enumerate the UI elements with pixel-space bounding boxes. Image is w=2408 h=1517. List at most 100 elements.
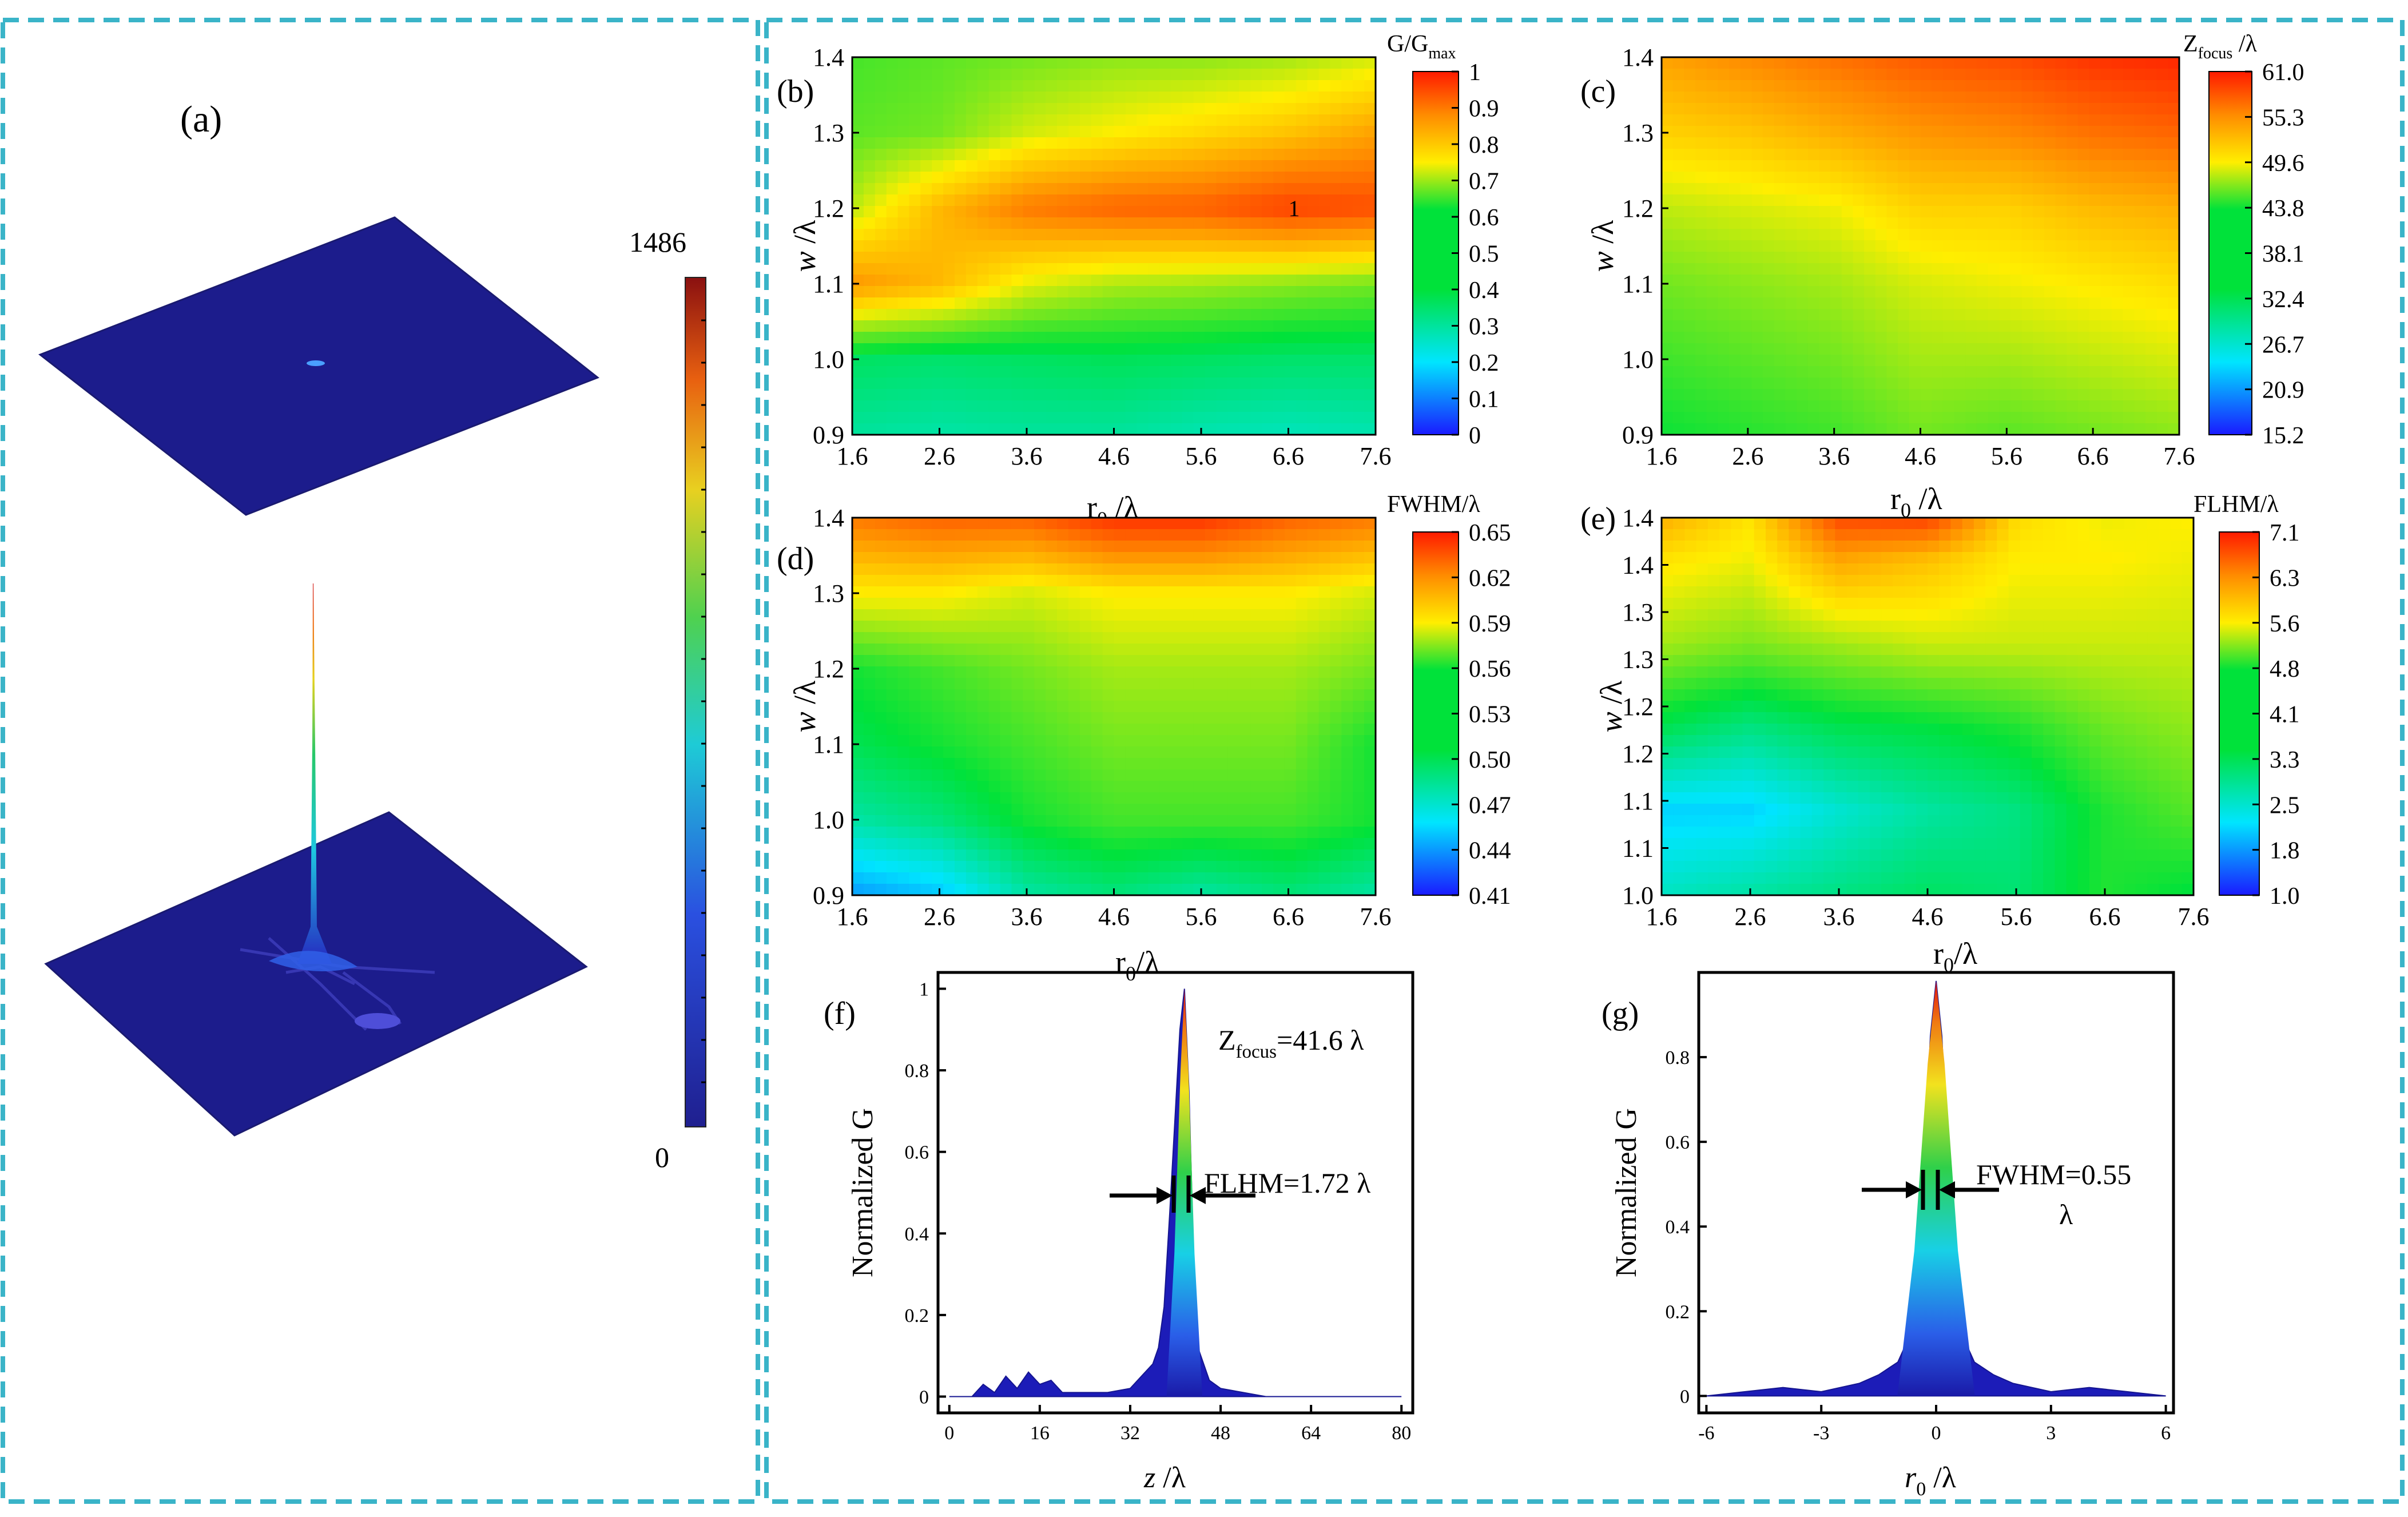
heatmap-cell — [1965, 320, 1977, 332]
heatmap-cell — [1853, 137, 1865, 149]
heatmap-cell — [875, 194, 887, 206]
heatmap-cell — [2044, 423, 2056, 435]
heatmap-cell — [1330, 575, 1342, 587]
heatmap-cell — [1909, 320, 1921, 332]
heatmap-cell — [1353, 872, 1365, 884]
heatmap-cell — [1000, 80, 1012, 92]
heatmap-cell — [2181, 529, 2194, 541]
heatmap-cell — [1807, 252, 1820, 264]
heatmap-cell — [2156, 252, 2169, 264]
heatmap-cell — [2089, 309, 2101, 321]
heatmap-cell — [1684, 206, 1696, 218]
heatmap-cell — [1250, 621, 1262, 633]
heatmap-cell — [2112, 286, 2124, 298]
heatmap-cell — [1205, 735, 1217, 747]
heatmap-cell — [1673, 563, 1686, 575]
heatmap-cell — [2181, 563, 2194, 575]
heatmap-cell — [1830, 389, 1842, 401]
heatmap-cell — [1707, 575, 1720, 587]
heatmap-cell — [1751, 137, 1763, 149]
heatmap-cell — [1216, 586, 1229, 598]
heatmap-cell — [1976, 263, 1989, 275]
heatmap-cell — [1718, 332, 1730, 344]
heatmap-cell — [955, 400, 967, 412]
heatmap-cell — [1182, 746, 1194, 758]
heatmap-cell — [897, 57, 910, 69]
heatmap-cell — [1011, 229, 1024, 241]
heatmap-cell — [1307, 541, 1320, 553]
heatmap-cell — [886, 423, 899, 435]
heatmap-cell — [977, 849, 990, 861]
heatmap-cell — [1858, 552, 1870, 564]
heatmap-cell — [886, 263, 899, 275]
heatmap-cell — [1125, 355, 1138, 367]
heatmap-cell — [1148, 355, 1160, 367]
heatmap-cell — [1011, 286, 1024, 298]
heatmap-cell — [1318, 149, 1331, 161]
heatmap-cell — [1353, 217, 1365, 229]
heatmap-cell — [1057, 263, 1069, 275]
heatmap-cell — [2033, 423, 2045, 435]
heatmap-cell — [1729, 114, 1741, 126]
heatmap-cell — [1364, 632, 1376, 644]
heatmap-cell — [863, 332, 876, 344]
heatmap-cell — [1777, 529, 1790, 541]
heatmap-cell — [1171, 389, 1183, 401]
heatmap-cell — [988, 804, 1001, 816]
heatmap-cell — [1273, 263, 1285, 275]
heatmap-cell — [1284, 240, 1297, 252]
heatmap-cell — [2168, 252, 2180, 264]
heatmap-cell — [1330, 309, 1342, 321]
heatmap-cell — [852, 149, 864, 161]
heatmap-cell — [1988, 320, 2000, 332]
heatmap-cell — [1353, 746, 1365, 758]
heatmap-cell — [1125, 838, 1138, 850]
heatmap-cell — [1807, 137, 1820, 149]
heatmap-cell — [1114, 137, 1126, 149]
heatmap-cell — [1193, 114, 1206, 126]
heatmap-cell — [1307, 518, 1320, 530]
heatmap-cell — [977, 240, 990, 252]
heatmap-cell — [1341, 332, 1353, 344]
heatmap-cell — [1898, 229, 1910, 241]
heatmap-cell — [1046, 57, 1058, 69]
heatmap-cell — [920, 758, 932, 770]
heatmap-cell — [1916, 518, 1928, 530]
heatmap-cell — [1662, 240, 1674, 252]
heatmap-cell — [2010, 160, 2022, 172]
heatmap-cell — [1205, 149, 1217, 161]
heatmap-cell — [2168, 320, 2180, 332]
heatmap-cell — [863, 621, 876, 633]
heatmap-cell — [977, 286, 990, 298]
heatmap-cell — [1932, 194, 1944, 206]
heatmap-cell — [1239, 541, 1251, 553]
colorbar-title-main: Z — [2183, 31, 2198, 57]
heatmap-cell — [909, 792, 921, 804]
heatmap-cell — [1307, 701, 1320, 713]
heatmap-cell — [1182, 252, 1194, 264]
heatmap-cell — [2170, 563, 2183, 575]
colorbar-title-sub: focus — [2198, 45, 2233, 62]
heatmap-cell — [1023, 183, 1035, 195]
heatmap-cell — [1928, 563, 1940, 575]
heatmap-cell — [1000, 666, 1012, 678]
heatmap-cell — [1273, 712, 1285, 724]
heatmap-cell — [1125, 609, 1138, 621]
heatmap-cell — [1079, 838, 1092, 850]
heatmap-cell — [1920, 378, 1932, 390]
heatmap-cell — [1695, 217, 1707, 229]
heatmap-cell — [1988, 114, 2000, 126]
heatmap-cell — [2010, 183, 2022, 195]
heatmap-cell — [1830, 217, 1842, 229]
heatmap-cell — [1171, 644, 1183, 656]
heatmap-cell — [1091, 792, 1103, 804]
heatmap-cell — [1262, 701, 1274, 713]
heatmap-cell — [1976, 69, 1989, 81]
heatmap-cell — [2077, 69, 2090, 81]
heatmap-cell — [1023, 861, 1035, 873]
heatmap-cell — [2044, 378, 2056, 390]
heatmap-cell — [1341, 644, 1353, 656]
heatmap-cell — [1023, 206, 1035, 218]
heatmap-cell — [1774, 137, 1786, 149]
heatmap-cell — [965, 724, 978, 736]
